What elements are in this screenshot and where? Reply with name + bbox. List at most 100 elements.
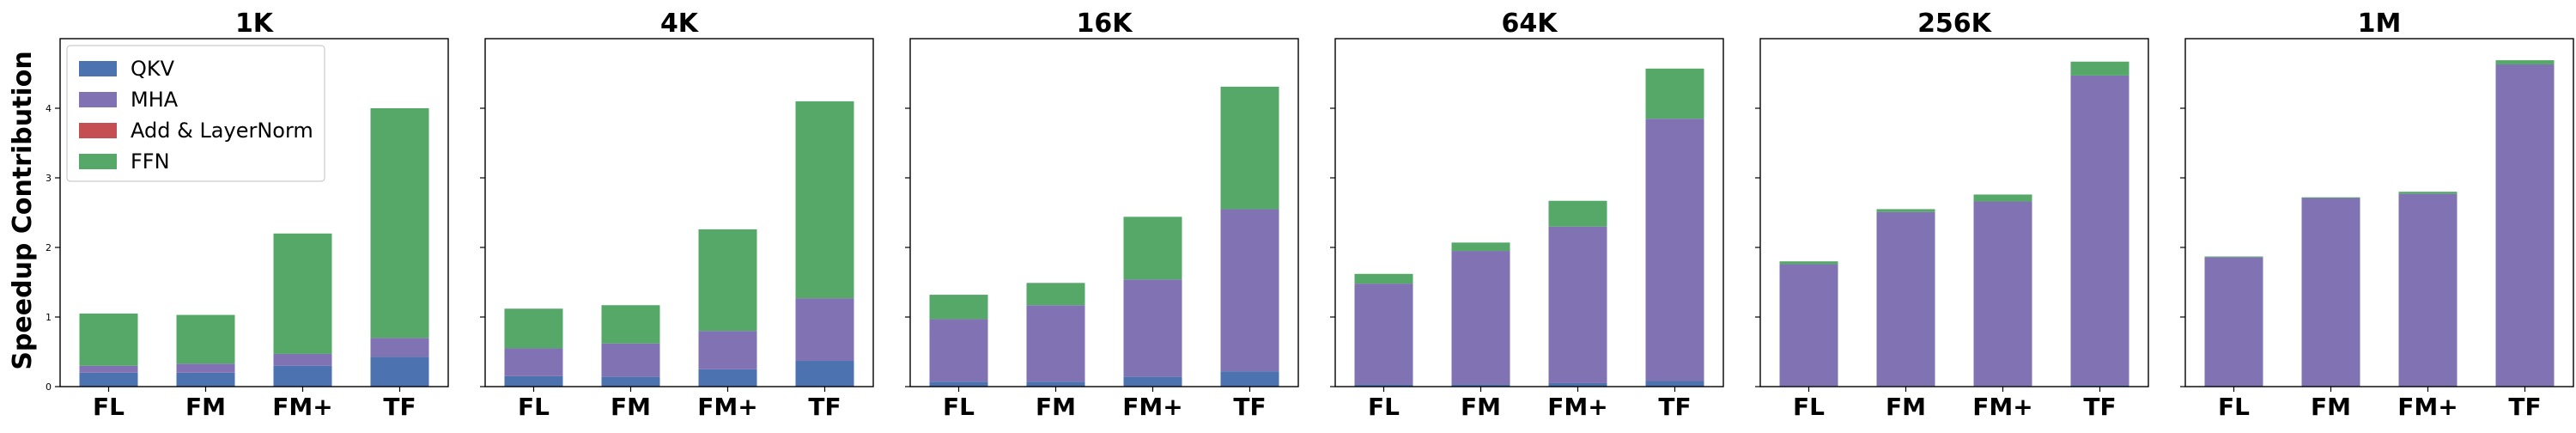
legend-swatch-qkv <box>79 61 117 76</box>
x-tick-label: FM <box>2311 393 2351 421</box>
bar-mha-fl <box>1779 264 1838 387</box>
y-tick-label: 3 <box>46 173 52 184</box>
legend-swatch-mha <box>79 92 117 107</box>
panel-4k: 4K FL FM FM+ TF <box>480 9 874 421</box>
bar-ffn-fl <box>1779 261 1838 265</box>
x-tick-label: TF <box>383 393 416 421</box>
bar-qkv-tf <box>1645 381 1704 387</box>
x-tick-label: FL <box>93 393 125 421</box>
panel-16k: 16K FL FM FM+ TF <box>905 9 1299 421</box>
x-tick-label: FM <box>1886 393 1926 421</box>
x-tick-label: FM <box>1036 393 1076 421</box>
panel-title: 16K <box>1077 9 1134 39</box>
bar-mha-fl <box>79 365 138 373</box>
bar-ffn-fl <box>504 308 563 349</box>
bar-ffn-tf <box>795 101 854 299</box>
bar-ffn-fm <box>698 229 757 332</box>
plot-frame <box>484 38 874 387</box>
x-tick-label: TF <box>2508 393 2541 421</box>
x-tick-label: TF <box>1658 393 1691 421</box>
panel-title: 4K <box>660 9 700 39</box>
bar-mha-fm <box>1123 279 1182 377</box>
bar-ffn-tf <box>2070 61 2129 76</box>
panel-1k: 1K FL FM FM+ TF 0 1 2 3 4 <box>46 9 449 421</box>
bar-mha-tf <box>795 298 854 362</box>
plot-frame <box>59 38 449 387</box>
bar-mha-fm <box>1548 226 1607 383</box>
plot-frame <box>1334 38 1724 387</box>
bar-ffn-fl <box>1354 273 1413 284</box>
panel-256k: 256K FL FM FM+ TF <box>1755 9 2149 421</box>
panel-64k: 64K FL FM FM+ TF <box>1330 9 1724 421</box>
panel-title: 64K <box>1502 9 1559 39</box>
x-tick-label: FM+ <box>1547 393 1607 421</box>
x-tick-label: FM+ <box>1122 393 1182 421</box>
bar-mha-tf <box>1645 119 1704 381</box>
bar-ffn-fm <box>1026 283 1085 306</box>
bar-ffn-tf <box>2495 60 2555 64</box>
bar-mha-tf <box>370 338 429 357</box>
panel-title: 1K <box>235 9 275 39</box>
y-tick-label: 2 <box>46 242 52 253</box>
bar-qkv-tf <box>2070 385 2129 387</box>
plot-frame <box>2184 38 2574 387</box>
bar-mha-fm <box>1026 305 1085 382</box>
y-axis-label: Speedup Contribution <box>8 51 38 369</box>
bar-ffn-fm <box>2398 192 2458 194</box>
bar-qkv-tf <box>795 361 854 387</box>
legend-swatch-ffn <box>79 154 117 169</box>
bar-mha-fl <box>1354 284 1413 385</box>
bar-mha-fm <box>273 353 332 366</box>
legend-box <box>66 45 325 182</box>
bar-mha-fm <box>2398 193 2458 387</box>
panel-title: 256K <box>1917 9 1993 39</box>
y-tick-label: 1 <box>46 312 52 323</box>
bar-ffn-fl <box>929 295 988 320</box>
bar-mha-fm <box>698 331 757 369</box>
bar-qkv-tf <box>1220 371 1279 387</box>
x-tick-label: FM+ <box>272 393 332 421</box>
bar-qkv-fm <box>698 369 757 387</box>
x-tick-label: FL <box>1793 393 1825 421</box>
x-tick-label: TF <box>808 393 841 421</box>
x-tick-label: FM <box>611 393 651 421</box>
panel-1m: 1M FL FM FM+ TF <box>2180 9 2574 421</box>
bar-ffn-tf <box>1645 68 1704 119</box>
x-tick-label: FL <box>518 393 550 421</box>
bar-mha-tf <box>2070 75 2129 386</box>
plot-frame <box>1759 38 2149 387</box>
y-tick-label: 4 <box>46 103 52 114</box>
x-tick-label: FM <box>185 393 226 421</box>
bar-ffn-tf <box>1220 86 1279 210</box>
bar-mha-fm <box>601 343 660 377</box>
bar-qkv-fl <box>929 381 988 387</box>
legend-label: FFN <box>131 149 170 174</box>
bar-mha-fl <box>2204 257 2263 387</box>
x-tick-label: FM <box>1461 393 1501 421</box>
bar-mha-fm <box>1973 201 2032 387</box>
bar-qkv-fm <box>601 376 660 387</box>
x-tick-label: FL <box>1368 393 1400 421</box>
bar-qkv-fm <box>176 372 235 387</box>
legend-swatch-add-layernorm <box>79 123 117 138</box>
legend: QKV MHA Add & LayerNorm FFN <box>66 45 325 182</box>
legend-label: Add & LayerNorm <box>131 119 313 143</box>
x-tick-label: FM+ <box>2397 393 2458 421</box>
x-tick-label: FL <box>2218 393 2250 421</box>
bar-ffn-fm <box>601 305 660 344</box>
x-tick-label: FL <box>943 393 975 421</box>
bar-mha-fm <box>1451 251 1510 385</box>
bar-qkv-fl <box>1354 384 1413 387</box>
bar-mha-fl <box>929 319 988 382</box>
bar-ffn-fm <box>1876 209 1935 212</box>
bar-qkv-fm <box>1026 381 1085 387</box>
x-tick-label: TF <box>2083 393 2116 421</box>
bar-ffn-fm <box>273 233 332 354</box>
bar-mha-tf <box>2495 64 2555 387</box>
bar-mha-fl <box>504 348 563 376</box>
bar-ffn-fl <box>79 313 138 366</box>
bar-ffn-tf <box>370 108 429 338</box>
bar-qkv-tf <box>370 357 429 387</box>
